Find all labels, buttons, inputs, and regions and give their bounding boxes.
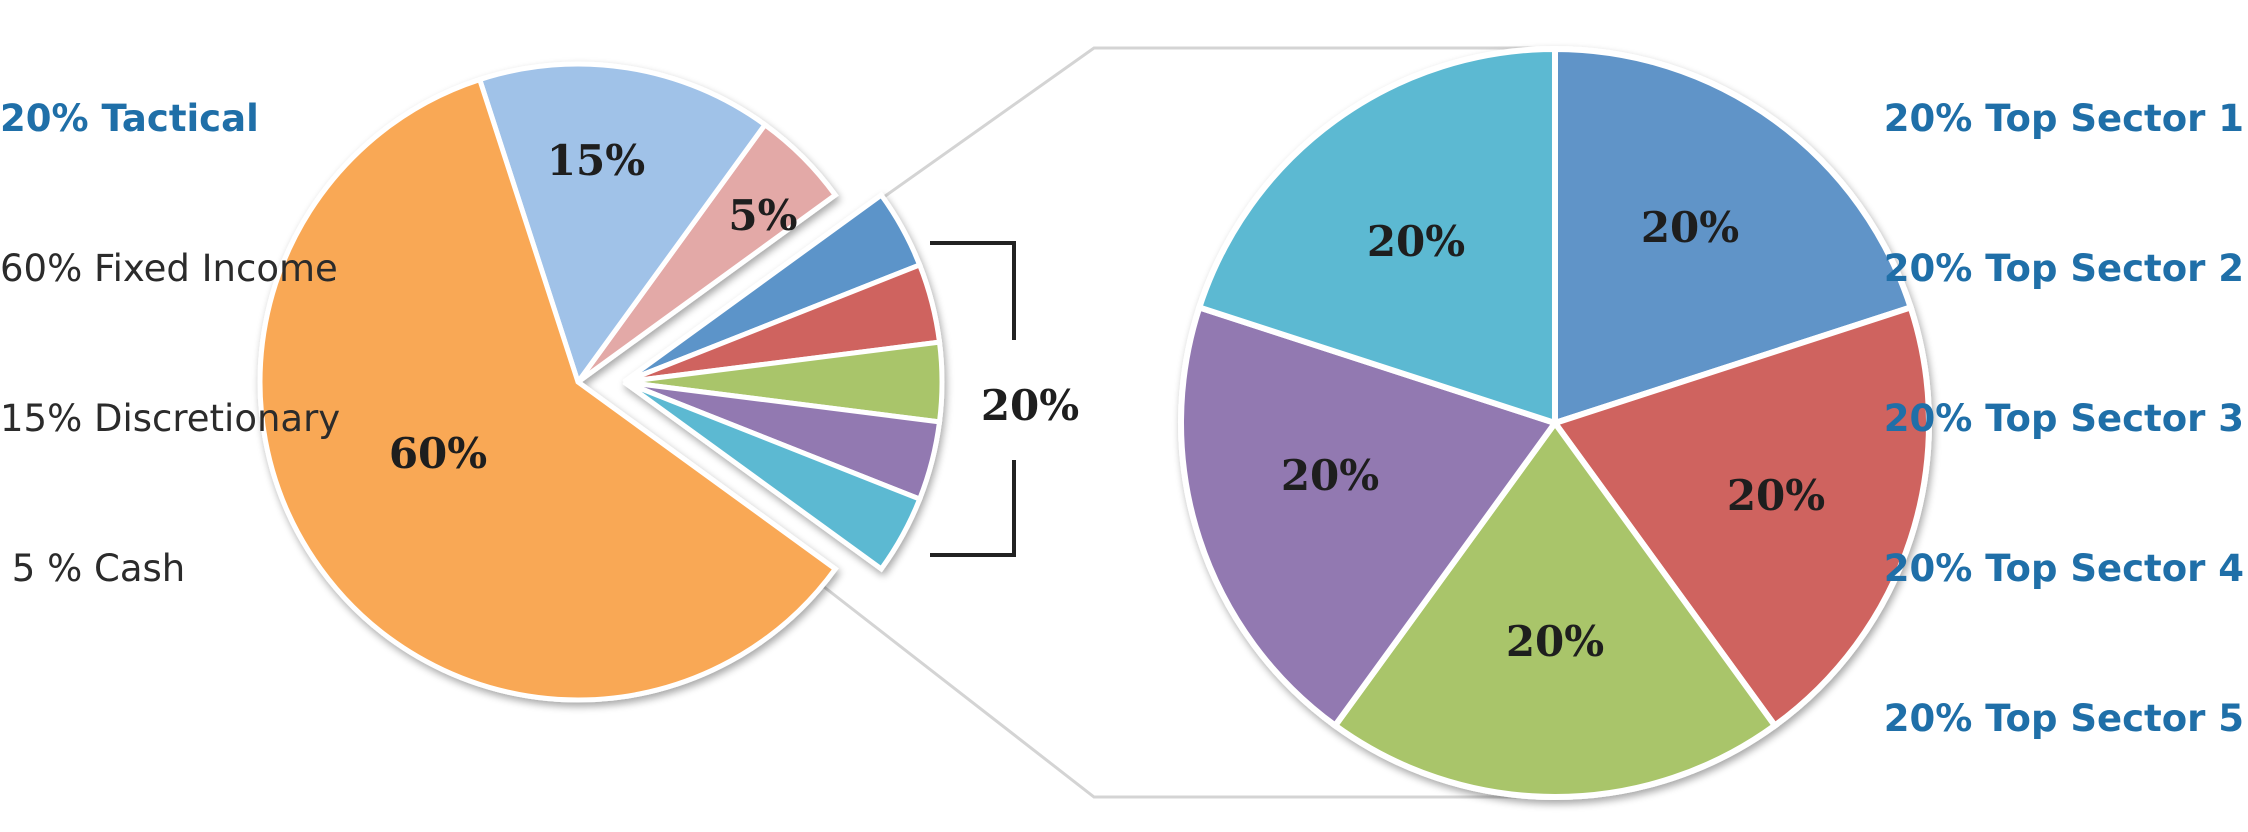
bracket-label: 20% (981, 381, 1079, 430)
slice-tactical-sub-5 (622, 379, 923, 573)
label-fixed-income: 60% (389, 429, 487, 478)
detail-pie (1178, 45, 1932, 800)
slice-labels: 5% 15% 60% 20% 20% 20% 20% 20% (389, 136, 1825, 666)
legend-left: 20% Tactical 60% Fixed Income 15% Discre… (0, 0, 340, 644)
connector-lines (818, 46, 1555, 799)
bracket: 20% (930, 241, 1079, 557)
label-top-sector-5: 20% (1367, 217, 1465, 266)
legend-item-top-sector-4: 20% Top Sector 4 (1883, 547, 2244, 590)
label-top-sector-3: 20% (1506, 617, 1604, 666)
legend-title-tactical: 20% Tactical (0, 97, 259, 140)
slice-top-sector-3 (1330, 417, 1780, 800)
label-discretionary: 15% (547, 136, 645, 185)
slice-top-sector-5 (1195, 45, 1558, 428)
label-top-sector-1: 20% (1641, 203, 1739, 252)
slice-top-sector-4 (1178, 303, 1560, 730)
bracket-line-top (930, 241, 1016, 340)
main-pie (257, 61, 945, 703)
legend-item-top-sector-2: 20% Top Sector 2 (1883, 247, 2244, 290)
legend-item-top-sector-3: 20% Top Sector 3 (1883, 397, 2244, 440)
slice-discretionary (476, 61, 769, 388)
bracket-line-bottom (930, 460, 1016, 557)
legend-item-discretionary: 15% Discretionary (0, 397, 341, 440)
connector-line-bottom (818, 581, 1555, 799)
legend-right: 20% Top Sector 1 20% Top Sector 2 20% To… (1884, 0, 2244, 794)
legend-item-top-sector-5: 20% Top Sector 5 (1883, 697, 2244, 740)
connector-line-top (825, 46, 1555, 240)
legend-item-cash: 5 % Cash (0, 547, 186, 590)
label-cash: 5% (728, 191, 797, 240)
label-top-sector-2: 20% (1727, 471, 1825, 520)
slice-fixed-income (257, 76, 839, 703)
legend-item-top-sector-1: 20% Top Sector 1 (1883, 97, 2244, 140)
slice-top-sector-1 (1552, 45, 1915, 428)
label-top-sector-4: 20% (1281, 451, 1379, 500)
legend-item-fixed-income: 60% Fixed Income (0, 247, 338, 290)
slice-top-sector-2 (1550, 303, 1932, 730)
